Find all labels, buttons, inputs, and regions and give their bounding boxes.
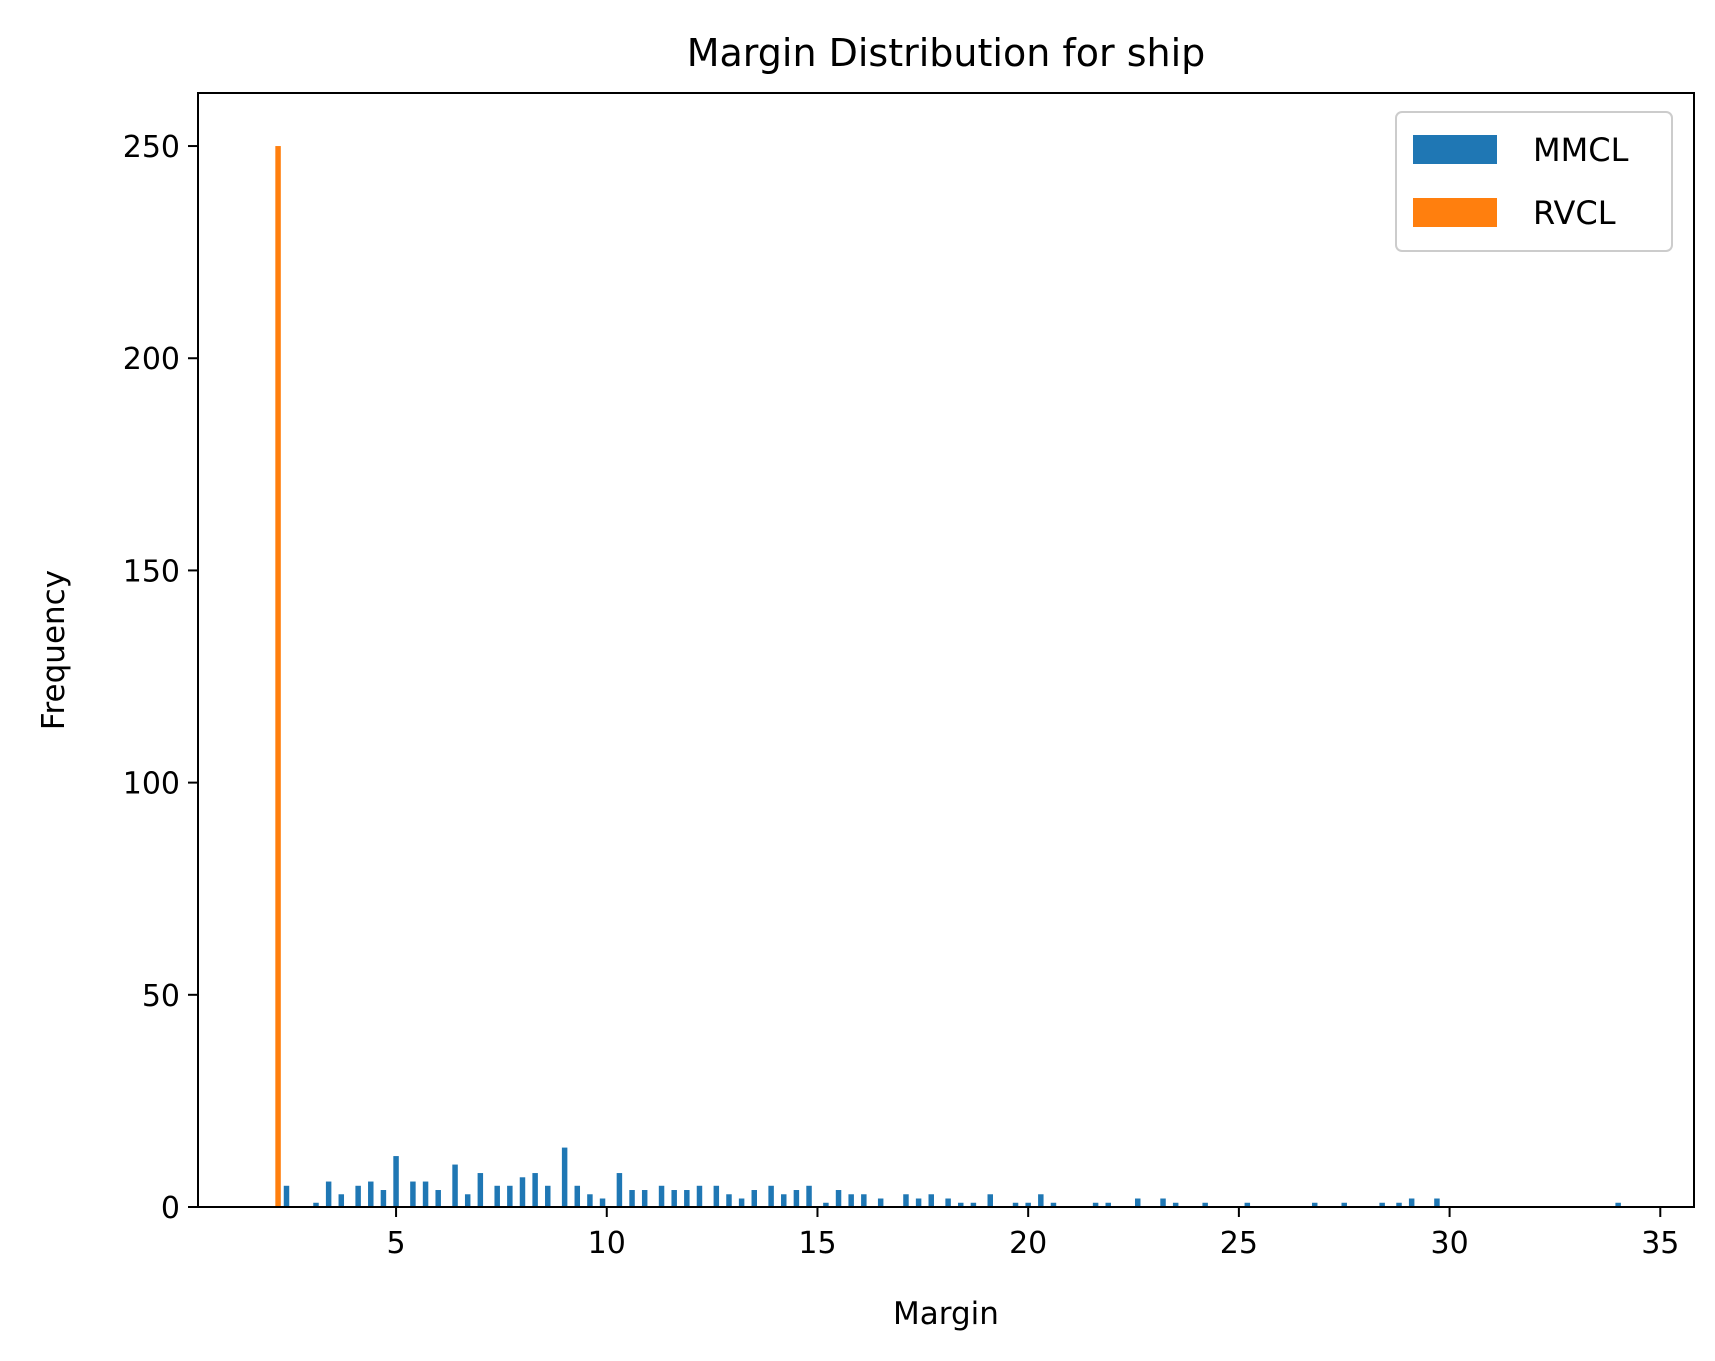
bar-mmcl-65: [1408, 1198, 1415, 1207]
bar-mmcl-8: [410, 1181, 416, 1207]
chart-title: Margin Distribution for ship: [687, 31, 1206, 75]
bar-mmcl-54: [1092, 1202, 1099, 1207]
bar-mmcl-20: [574, 1185, 581, 1207]
bar-mmcl-17: [532, 1173, 538, 1207]
bar-mmcl-63: [1379, 1202, 1385, 1207]
y-tick-label-50: 50: [142, 979, 180, 1014]
bar-mmcl-50: [1012, 1202, 1019, 1207]
bar-mmcl-31: [726, 1194, 732, 1207]
bar-mmcl-55: [1105, 1202, 1111, 1207]
bar-mmcl-35: [781, 1194, 787, 1207]
bar-mmcl-60: [1244, 1202, 1251, 1207]
bars-layer: [275, 146, 1621, 1207]
bar-mmcl-44: [915, 1198, 922, 1207]
bar-mmcl-34: [768, 1185, 774, 1207]
bar-mmcl-1: [313, 1202, 319, 1207]
bar-mmcl-23: [616, 1173, 623, 1207]
bar-mmcl-6: [380, 1190, 387, 1207]
bar-mmcl-38: [823, 1202, 829, 1207]
bar-mmcl-49: [987, 1194, 993, 1207]
bar-mmcl-26: [658, 1185, 665, 1207]
x-tick-label-10: 10: [588, 1226, 626, 1261]
bar-mmcl-32: [738, 1198, 745, 1207]
x-tick-label-5: 5: [387, 1226, 406, 1261]
bar-mmcl-43: [903, 1194, 909, 1207]
bar-mmcl-16: [519, 1177, 526, 1207]
bar-mmcl-4: [355, 1185, 361, 1207]
x-axis: 5 10 15 20 25 30 35: [387, 1207, 1679, 1261]
bar-mmcl-25: [641, 1190, 648, 1207]
bar-mmcl-51: [1025, 1202, 1031, 1207]
bar-mmcl-7: [393, 1156, 399, 1207]
bar-mmcl-11: [452, 1164, 458, 1207]
bar-mmcl-30: [713, 1185, 720, 1207]
bar-mmcl-47: [958, 1202, 964, 1207]
bar-rvcl-0: [275, 146, 281, 1207]
bar-mmcl-66: [1434, 1198, 1440, 1207]
bar-mmcl-33: [751, 1190, 757, 1207]
legend-label-mmcl: MMCL: [1533, 131, 1629, 169]
bar-mmcl-37: [806, 1185, 812, 1207]
y-tick-label-250: 250: [123, 130, 180, 165]
bar-mmcl-61: [1311, 1202, 1318, 1207]
y-axis: 0 50 100 150 200 250: [123, 130, 198, 1226]
bar-mmcl-10: [435, 1190, 441, 1207]
bar-mmcl-52: [1038, 1194, 1044, 1207]
y-tick-label-200: 200: [123, 342, 180, 377]
bar-mmcl-19: [561, 1147, 568, 1207]
bar-mmcl-36: [793, 1190, 800, 1207]
bar-mmcl-40: [848, 1194, 854, 1207]
bar-mmcl-12: [464, 1194, 471, 1207]
bar-mmcl-0: [283, 1185, 290, 1207]
x-tick-label-30: 30: [1430, 1226, 1468, 1261]
x-tick-label-35: 35: [1641, 1226, 1679, 1261]
bar-mmcl-56: [1135, 1198, 1141, 1207]
bar-mmcl-42: [877, 1198, 884, 1207]
bar-mmcl-59: [1202, 1202, 1208, 1207]
legend: MMCL RVCL: [1395, 111, 1673, 252]
bar-mmcl-3: [338, 1194, 345, 1207]
legend-swatch-rvcl: [1413, 198, 1497, 227]
bar-mmcl-15: [507, 1185, 513, 1207]
bar-mmcl-57: [1160, 1198, 1166, 1207]
bar-mmcl-62: [1341, 1202, 1347, 1207]
bar-mmcl-28: [684, 1190, 690, 1207]
legend-label-rvcl: RVCL: [1533, 194, 1616, 232]
bar-mmcl-41: [861, 1194, 867, 1207]
bar-mmcl-53: [1050, 1202, 1057, 1207]
bar-mmcl-9: [422, 1181, 429, 1207]
plot-frame: [197, 92, 1695, 1208]
y-tick-label-100: 100: [123, 767, 180, 802]
bar-mmcl-13: [477, 1173, 484, 1207]
bar-mmcl-24: [629, 1190, 635, 1207]
bar-mmcl-21: [587, 1194, 593, 1207]
x-axis-label: Margin: [893, 1296, 999, 1332]
y-tick-label-150: 150: [123, 554, 180, 589]
bar-mmcl-29: [696, 1185, 703, 1207]
bar-mmcl-67: [1615, 1202, 1621, 1207]
bar-mmcl-27: [671, 1190, 677, 1207]
legend-swatch-mmcl: [1413, 135, 1497, 164]
y-axis-label: Frequency: [36, 570, 72, 730]
bar-mmcl-58: [1172, 1202, 1179, 1207]
bar-mmcl-14: [494, 1185, 500, 1207]
bar-mmcl-48: [970, 1202, 977, 1207]
bar-mmcl-39: [835, 1190, 842, 1207]
bar-mmcl-5: [368, 1181, 374, 1207]
bar-mmcl-64: [1396, 1202, 1402, 1207]
bar-mmcl-2: [325, 1181, 332, 1207]
bar-mmcl-46: [945, 1198, 951, 1207]
x-tick-label-25: 25: [1220, 1226, 1258, 1261]
bar-mmcl-45: [928, 1194, 934, 1207]
y-tick-label-0: 0: [161, 1191, 180, 1226]
bar-mmcl-18: [545, 1185, 551, 1207]
bar-mmcl-22: [599, 1198, 606, 1207]
x-tick-label-20: 20: [1009, 1226, 1047, 1261]
x-tick-label-15: 15: [798, 1226, 836, 1261]
